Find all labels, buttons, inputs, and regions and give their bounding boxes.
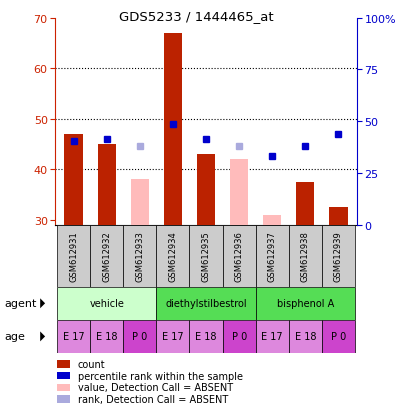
Bar <box>189 225 222 287</box>
Text: count: count <box>78 359 105 369</box>
Text: bisphenol A: bisphenol A <box>276 299 333 309</box>
Bar <box>90 320 123 353</box>
Bar <box>57 225 90 287</box>
Text: GSM612932: GSM612932 <box>102 231 111 281</box>
Text: percentile rank within the sample: percentile rank within the sample <box>78 371 242 381</box>
Text: GSM612938: GSM612938 <box>300 231 309 281</box>
Bar <box>222 225 255 287</box>
Text: E 17: E 17 <box>162 332 183 342</box>
Bar <box>123 320 156 353</box>
Bar <box>156 225 189 287</box>
Text: rank, Detection Call = ABSENT: rank, Detection Call = ABSENT <box>78 394 227 404</box>
Text: vehicle: vehicle <box>89 299 124 309</box>
Text: GSM612931: GSM612931 <box>69 231 78 281</box>
Text: P 0: P 0 <box>132 332 147 342</box>
Bar <box>90 225 123 287</box>
Text: GSM612937: GSM612937 <box>267 231 276 281</box>
Bar <box>288 225 321 287</box>
Text: agent: agent <box>4 299 36 309</box>
Bar <box>321 320 354 353</box>
Bar <box>263 215 281 225</box>
Text: GDS5233 / 1444465_at: GDS5233 / 1444465_at <box>119 10 274 23</box>
Text: GSM612935: GSM612935 <box>201 231 210 281</box>
Bar <box>189 320 222 353</box>
Bar <box>255 225 288 287</box>
Text: E 18: E 18 <box>294 332 315 342</box>
Text: value, Detection Call = ABSENT: value, Detection Call = ABSENT <box>78 382 232 392</box>
Bar <box>64 134 83 225</box>
Bar <box>164 34 182 225</box>
Text: E 18: E 18 <box>195 332 216 342</box>
Bar <box>196 154 215 225</box>
Text: E 17: E 17 <box>261 332 282 342</box>
Bar <box>156 320 189 353</box>
Bar <box>57 320 90 353</box>
Bar <box>321 225 354 287</box>
Bar <box>57 287 156 320</box>
Bar <box>156 287 255 320</box>
Text: diethylstilbestrol: diethylstilbestrol <box>165 299 246 309</box>
Text: GSM612933: GSM612933 <box>135 231 144 281</box>
Text: E 18: E 18 <box>96 332 117 342</box>
Bar <box>328 207 347 225</box>
Text: GSM612936: GSM612936 <box>234 231 243 281</box>
Text: GSM612934: GSM612934 <box>168 231 177 281</box>
Text: GSM612939: GSM612939 <box>333 231 342 281</box>
Bar <box>296 182 314 225</box>
Bar <box>255 320 288 353</box>
Text: P 0: P 0 <box>330 332 345 342</box>
Bar <box>97 145 115 225</box>
Text: E 17: E 17 <box>63 332 84 342</box>
Text: age: age <box>4 332 25 342</box>
Bar <box>222 320 255 353</box>
Text: P 0: P 0 <box>231 332 246 342</box>
Bar <box>288 320 321 353</box>
Bar <box>123 225 156 287</box>
Bar <box>130 180 148 225</box>
Bar <box>229 159 247 225</box>
Bar <box>255 287 354 320</box>
